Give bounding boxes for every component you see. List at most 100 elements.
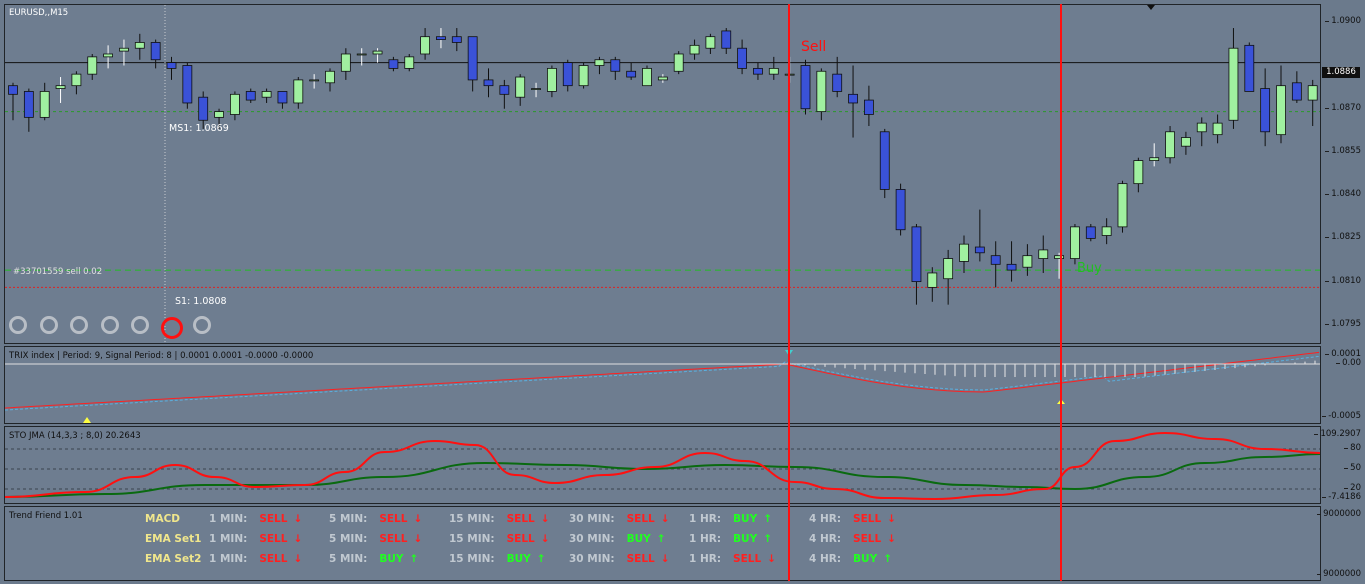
timeframe-label: 4 HR: <box>809 553 842 565</box>
buy-signal: BUY <box>379 553 404 565</box>
price-chart-pane[interactable]: EURUSD,,M15 MS1: 1.0869 S1: 1.0808 #3370… <box>4 4 1321 344</box>
candle-body <box>753 67 763 75</box>
trix-main-line <box>5 351 1320 409</box>
candle <box>198 91 209 129</box>
candle-body <box>134 42 145 49</box>
candle-body <box>895 189 906 231</box>
trix-tick: 0.0001 <box>1325 349 1361 359</box>
trend-cell: 15 MIN: SELL ↓ <box>449 513 550 525</box>
candle <box>578 62 589 89</box>
trend-friend-pane[interactable]: Trend Friend 1.01 MACD 1 MIN: SELL ↓ 5 MIN: S… <box>4 506 1321 581</box>
timeframe-label: 5 MIN: <box>329 553 368 565</box>
candle <box>753 62 763 80</box>
candle-body <box>1070 226 1080 259</box>
sto-signal-line <box>5 453 1320 498</box>
candle <box>261 88 272 103</box>
trix-pane[interactable]: TRIX index | Period: 9, Signal Period: 8… <box>4 346 1321 424</box>
down-arrow-icon: ↓ <box>293 513 303 525</box>
candle-body <box>451 36 462 43</box>
candle-body <box>182 65 193 104</box>
trix-tick: 0.00 <box>1336 358 1361 368</box>
down-arrow-icon: ↓ <box>887 533 896 545</box>
buy-signal: BUY <box>506 553 531 565</box>
candle-body <box>198 96 209 121</box>
trix-axis: 0.0001 0.00 -0.0005 <box>1321 346 1365 424</box>
candle-body <box>166 62 177 69</box>
price-tick: 1.0810 <box>1325 275 1361 286</box>
down-arrow-icon: ↓ <box>767 553 776 565</box>
down-arrow-icon: ↓ <box>660 513 670 525</box>
candle-body <box>721 30 732 49</box>
sto-tick: -7.4186 <box>1322 492 1361 502</box>
candle <box>895 183 906 236</box>
candle-body <box>1212 122 1223 136</box>
candle <box>1006 241 1017 282</box>
candle <box>1022 244 1033 276</box>
buy-signal: BUY <box>853 553 878 565</box>
price-tick: 1.0900 <box>1325 16 1361 27</box>
candle-body <box>1228 47 1239 121</box>
down-arrow-icon: ↓ <box>413 533 423 545</box>
buy-signal: BUY <box>626 533 651 545</box>
sto-pane[interactable]: STO JMA (14,3,3 ; 8,0) 20.2643 <box>4 426 1321 504</box>
sell-signal: SELL <box>506 533 535 545</box>
buy-signal: BUY <box>733 533 758 545</box>
candle <box>800 59 811 115</box>
candle-body <box>864 99 874 115</box>
candle-body <box>1307 85 1318 101</box>
candle <box>657 74 668 83</box>
current-price-badge: 1.0886 <box>1322 67 1360 78</box>
trend-row-name: MACD <box>145 513 180 525</box>
timeframe-label: 15 MIN: <box>449 513 495 525</box>
trend-row: EMA Set1 1 MIN: SELL ↓ 5 MIN: SELL ↓ 15 MIN: SEL… <box>145 533 945 547</box>
candle <box>1196 117 1207 147</box>
sto-main-line <box>5 431 1320 501</box>
trend-cell: 30 MIN: BUY ↑ <box>569 533 666 545</box>
candle <box>309 74 320 89</box>
candle-body <box>119 47 129 52</box>
candle <box>1165 126 1175 164</box>
candle <box>356 48 367 66</box>
candle <box>214 108 224 129</box>
timeframe-label: 4 HR: <box>809 533 842 545</box>
candle <box>816 68 827 121</box>
candle <box>959 235 969 273</box>
candle-body <box>705 36 716 49</box>
candle <box>467 36 478 92</box>
candle <box>1054 252 1064 279</box>
timeframe-label: 5 MIN: <box>329 533 368 545</box>
candle-body <box>71 73 82 87</box>
candle <box>388 56 399 72</box>
down-arrow-icon: ↓ <box>413 513 423 525</box>
candle-body <box>245 91 256 101</box>
candle-body <box>594 59 605 66</box>
candle-body <box>372 50 383 55</box>
candle <box>927 267 938 302</box>
candle-body <box>340 53 351 72</box>
candle <box>499 79 510 109</box>
candle-body <box>499 85 510 95</box>
trend-cell: 4 HR: SELL ↓ <box>809 533 896 545</box>
candle-body <box>1006 263 1017 271</box>
up-arrow-icon: ↑ <box>536 553 546 565</box>
candle <box>737 39 747 75</box>
price-tick: 1.0825 <box>1325 232 1361 243</box>
up-arrow-icon: ↑ <box>763 533 772 545</box>
candle-body <box>642 67 652 87</box>
symbol-label: EURUSD,,M15 <box>9 8 69 18</box>
down-arrow-icon: ↓ <box>293 553 303 565</box>
candle-body <box>404 56 415 69</box>
candle-body <box>229 93 240 115</box>
candle-body <box>8 85 18 95</box>
candle <box>71 71 82 95</box>
candle-body <box>547 67 557 92</box>
trend-cell: 1 HR: BUY ↑ <box>689 533 772 545</box>
status-circle <box>100 316 119 334</box>
candle <box>1070 223 1080 265</box>
candle-body <box>1181 137 1191 147</box>
trend-friend-title: Trend Friend 1.01 <box>9 511 83 521</box>
candle <box>23 88 34 132</box>
candle <box>1085 223 1096 242</box>
status-circle <box>131 316 149 334</box>
trend-cell: 1 MIN: SELL ↓ <box>209 533 302 545</box>
